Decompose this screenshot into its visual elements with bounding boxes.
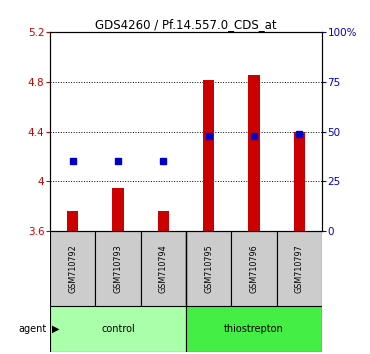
Text: GSM710797: GSM710797 [295, 244, 304, 293]
Title: GDS4260 / Pf.14.557.0_CDS_at: GDS4260 / Pf.14.557.0_CDS_at [95, 18, 277, 31]
Text: agent: agent [18, 324, 46, 334]
Bar [112, 188, 124, 231]
Bar [248, 75, 260, 231]
Bar [95, 231, 141, 306]
Text: thiostrepton: thiostrepton [224, 324, 284, 334]
Text: control: control [101, 324, 135, 334]
Bar [186, 306, 322, 352]
Bar [50, 306, 186, 352]
Bar [186, 231, 231, 306]
Text: GSM710794: GSM710794 [159, 244, 168, 293]
Bar [50, 231, 95, 306]
Bar [67, 211, 78, 231]
Bar [231, 231, 277, 306]
Text: GSM710796: GSM710796 [249, 244, 258, 293]
Bar [203, 80, 214, 231]
Bar [293, 132, 305, 231]
Bar [141, 231, 186, 306]
Text: ▶: ▶ [52, 324, 59, 334]
Bar [158, 211, 169, 231]
Bar [277, 231, 322, 306]
Text: GSM710792: GSM710792 [68, 244, 77, 293]
Text: GSM710795: GSM710795 [204, 244, 213, 293]
Text: GSM710793: GSM710793 [114, 244, 122, 293]
